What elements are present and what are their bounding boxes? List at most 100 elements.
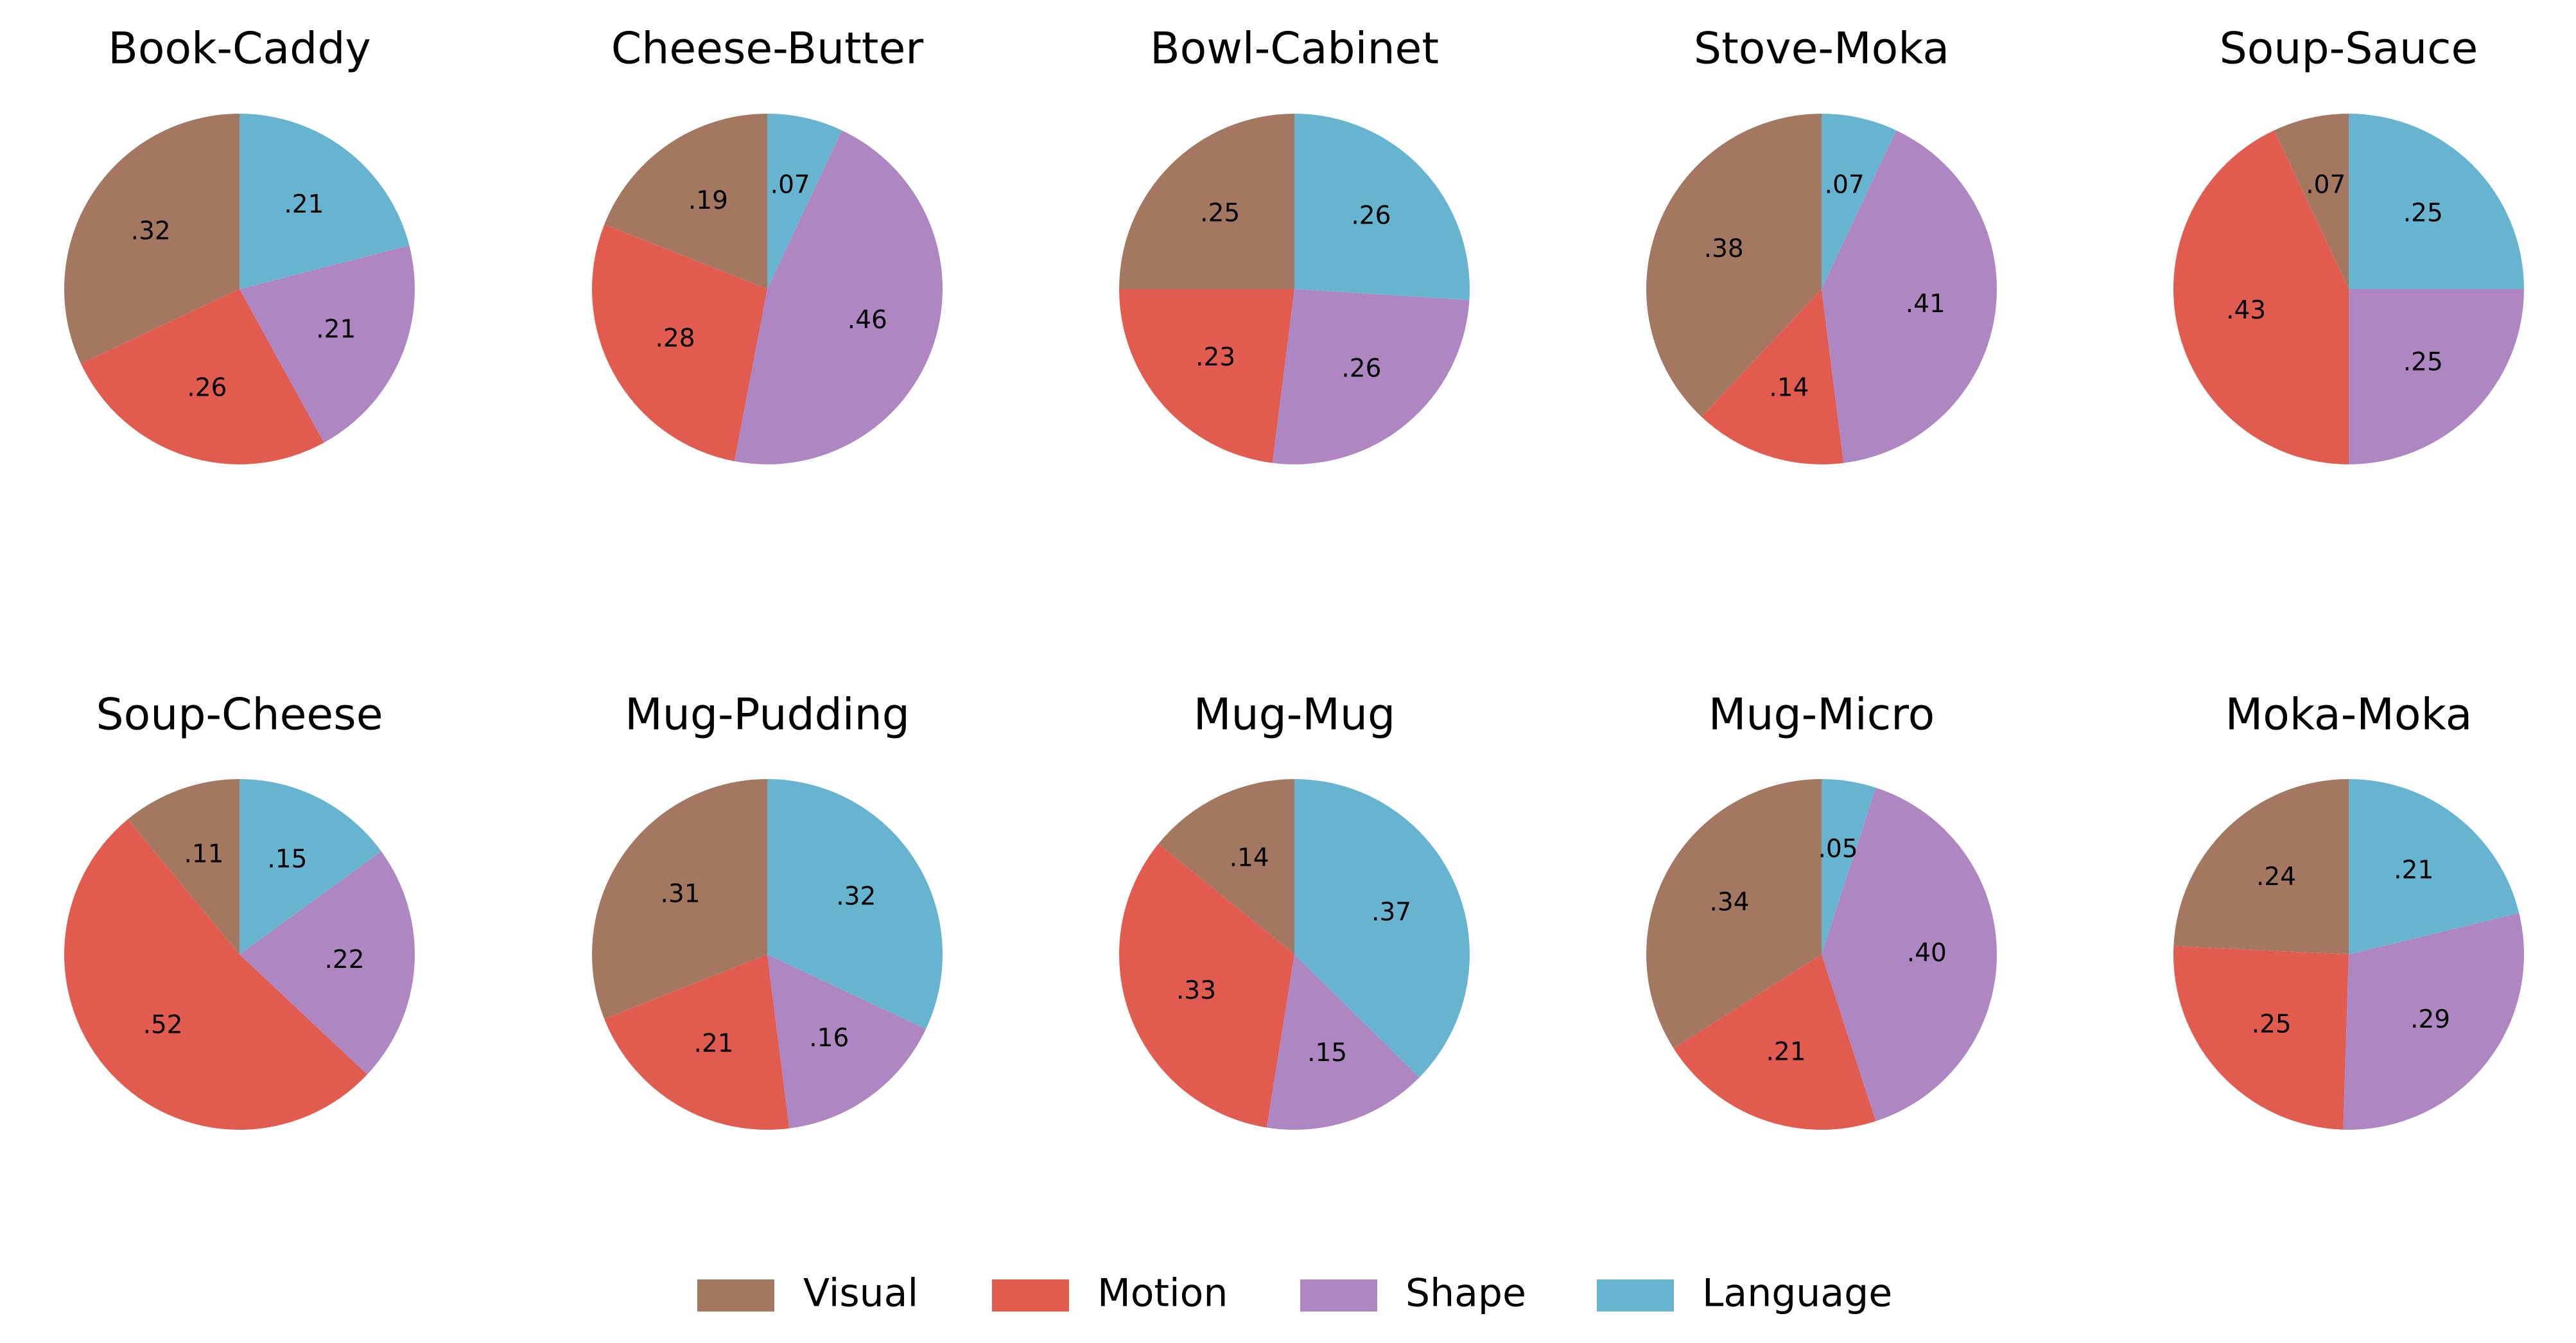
legend: Visual Motion Shape Language: [697, 1271, 1892, 1316]
slice-label-shape: .26: [1341, 355, 1381, 383]
pie-soup-cheese: Soup-Cheese .11 .52 .22 .15: [64, 690, 415, 1130]
slice-visual: [2173, 779, 2349, 954]
pie-title: Mug-Micro: [1709, 690, 1935, 741]
pie-title: Soup-Cheese: [96, 690, 383, 741]
slice-label-language: .25: [2403, 199, 2443, 228]
slice-label-visual: .38: [1704, 234, 1744, 263]
slice-shape: [1822, 130, 1997, 463]
pie-panels: Book-Caddy .32 .26 .21 .21 Cheese-Butter .19 .2…: [64, 24, 2524, 1130]
pie-stove-moka: Stove-Moka .38 .14 .41 .07: [1646, 24, 1997, 465]
pie-mug-mug: Mug-Mug .14 .33 .15 .37: [1118, 690, 1470, 1130]
slice-label-shape: .29: [2410, 1005, 2450, 1034]
slice-label-language: .21: [2394, 856, 2433, 885]
slice-motion: [1673, 954, 1876, 1130]
slice-label-visual: .19: [688, 186, 728, 215]
slice-label-visual: .11: [184, 839, 223, 868]
pie-title: Mug-Mug: [1194, 690, 1395, 741]
slice-label-language: .15: [267, 845, 307, 874]
slice-motion: [1118, 843, 1294, 1128]
slice-label-language: .26: [1351, 201, 1391, 230]
legend-swatch: [992, 1279, 1069, 1312]
slice-shape: [734, 130, 943, 464]
slice-label-language: .37: [1371, 898, 1411, 927]
pie-title: Bowl-Cabinet: [1150, 24, 1439, 75]
slice-motion: [1701, 289, 1844, 465]
legend-swatch: [1300, 1279, 1377, 1312]
pie-title: Moka-Moka: [2225, 690, 2473, 741]
slice-label-shape: .41: [1906, 290, 1945, 319]
slice-label-language: .07: [770, 171, 810, 200]
slice-shape: [239, 245, 415, 443]
slice-label-shape: .22: [324, 945, 364, 974]
slice-label-motion: .26: [187, 373, 227, 402]
slice-shape: [2343, 913, 2524, 1130]
slice-motion: [2173, 946, 2349, 1130]
pie-mug-micro: Mug-Micro .34 .21 .40 .05: [1646, 690, 1997, 1130]
legend-label: Motion: [1097, 1271, 1228, 1316]
slice-shape: [767, 954, 927, 1128]
slice-label-motion: .28: [655, 324, 695, 353]
legend-label: Language: [1702, 1271, 1892, 1316]
slice-shape: [239, 851, 415, 1075]
slice-visual: [1646, 114, 1822, 417]
slice-language: [767, 779, 943, 1030]
slice-label-motion: .21: [694, 1030, 734, 1058]
slice-label-motion: .14: [1769, 373, 1809, 402]
slice-motion: [64, 819, 368, 1130]
slice-label-visual: .14: [1230, 844, 1269, 873]
slice-label-language: .07: [1825, 171, 1865, 200]
slice-label-motion: .43: [2226, 296, 2266, 325]
legend-item-motion: Motion: [992, 1271, 1228, 1316]
slice-language: [1822, 779, 1876, 954]
slice-motion: [1119, 289, 1294, 463]
legend-item-visual: Visual: [697, 1271, 918, 1316]
slice-shape: [2349, 289, 2524, 464]
legend-label: Shape: [1405, 1271, 1526, 1316]
slice-label-visual: .07: [2306, 171, 2345, 200]
pie-title: Soup-Sauce: [2220, 24, 2478, 75]
slice-label-visual: .24: [2256, 863, 2296, 891]
legend-item-language: Language: [1597, 1271, 1892, 1316]
slice-language: [239, 779, 381, 954]
legend-label: Visual: [803, 1271, 918, 1316]
slice-shape: [1266, 954, 1420, 1130]
slice-motion: [591, 224, 767, 462]
slice-motion: [2173, 130, 2349, 465]
slice-label-visual: .32: [131, 217, 171, 246]
slice-language: [767, 113, 842, 289]
slice-label-shape: .25: [2403, 347, 2443, 376]
slice-language: [1294, 779, 1470, 1078]
slice-label-motion: .52: [143, 1011, 183, 1040]
slice-label-visual: .31: [660, 879, 700, 908]
slice-label-shape: .21: [316, 315, 356, 344]
slice-shape: [1272, 289, 1470, 465]
slice-label-language: .21: [284, 190, 324, 219]
slice-label-language: .32: [836, 882, 876, 911]
slice-label-visual: .25: [1200, 199, 1240, 228]
slice-label-motion: .21: [1766, 1038, 1806, 1067]
slice-label-shape: .46: [848, 306, 887, 335]
slice-shape: [1822, 787, 1997, 1121]
slice-visual: [127, 778, 239, 954]
slice-visual: [1646, 779, 1822, 1049]
pie-title: Stove-Moka: [1694, 24, 1949, 75]
slice-language: [1822, 114, 1897, 289]
slice-label-shape: .40: [1907, 939, 1947, 968]
slice-label-shape: .16: [809, 1024, 849, 1053]
slice-label-motion: .33: [1176, 976, 1216, 1005]
pie-title: Book-Caddy: [108, 24, 371, 75]
slice-language: [2349, 779, 2519, 954]
slice-label-visual: .34: [1709, 888, 1749, 917]
slice-language: [239, 114, 410, 289]
legend-item-shape: Shape: [1300, 1271, 1526, 1316]
pie-title: Cheese-Butter: [611, 24, 924, 75]
slice-label-motion: .25: [2252, 1010, 2292, 1039]
slice-motion: [80, 289, 324, 465]
slice-label-language: .05: [1818, 835, 1858, 864]
slice-language: [1294, 114, 1470, 301]
legend-swatch: [697, 1279, 774, 1312]
legend-swatch: [1597, 1279, 1674, 1312]
slice-visual: [64, 114, 240, 364]
pie-bowl-cabinet: Bowl-Cabinet .25 .23 .26 .26: [1119, 24, 1470, 465]
